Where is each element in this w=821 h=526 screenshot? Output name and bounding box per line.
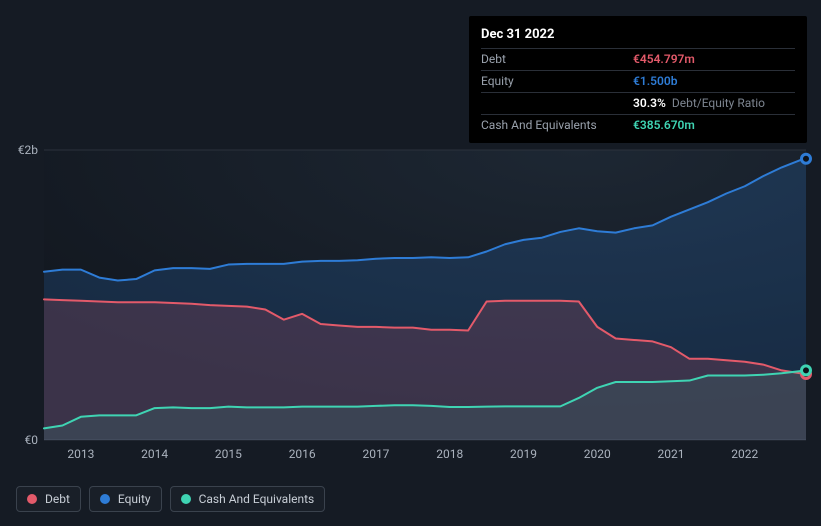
svg-text:2020: 2020	[584, 447, 611, 461]
legend-item[interactable]: Equity	[89, 486, 162, 512]
svg-text:2013: 2013	[67, 447, 94, 461]
legend-label: Equity	[118, 492, 151, 506]
legend-label: Debt	[45, 492, 70, 506]
tooltip-row: 30.3%Debt/Equity Ratio	[481, 92, 795, 114]
svg-text:2017: 2017	[362, 447, 389, 461]
tooltip-row-label	[481, 95, 633, 112]
tooltip-row-value: €454.797m	[633, 51, 695, 68]
chart-container: €0 €2b 2013 2014 2015 2016 2017 2018 2019 2020 202…	[0, 0, 821, 526]
svg-text:2022: 2022	[731, 447, 758, 461]
tooltip-row-value: €1.500b	[633, 73, 677, 90]
legend-dot-icon	[181, 494, 191, 504]
svg-text:2014: 2014	[141, 447, 168, 461]
tooltip-row: Debt€454.797m	[481, 48, 795, 70]
legend-dot-icon	[27, 494, 37, 504]
tooltip-row: Cash And Equivalents€385.670m	[481, 114, 795, 136]
tooltip-row-label: Debt	[481, 51, 633, 68]
tooltip-date: Dec 31 2022	[481, 24, 795, 48]
legend-item[interactable]: Cash And Equivalents	[170, 486, 326, 512]
svg-text:€0: €0	[25, 433, 39, 447]
svg-text:€2b: €2b	[18, 143, 38, 157]
tooltip-row-label: Equity	[481, 73, 633, 90]
svg-text:2018: 2018	[436, 447, 463, 461]
tooltip-row-note: Debt/Equity Ratio	[672, 96, 765, 110]
legend-item[interactable]: Debt	[16, 486, 81, 512]
tooltip-row-value: 30.3%Debt/Equity Ratio	[633, 95, 765, 112]
svg-text:2021: 2021	[658, 447, 685, 461]
tooltip-row-label: Cash And Equivalents	[481, 117, 633, 134]
chart-legend: Debt Equity Cash And Equivalents	[16, 486, 325, 512]
legend-dot-icon	[100, 494, 110, 504]
tooltip-row-value: €385.670m	[633, 117, 695, 134]
hover-tooltip: Dec 31 2022 Debt€454.797mEquity€1.500b30…	[469, 16, 807, 143]
svg-text:2016: 2016	[289, 447, 316, 461]
legend-label: Cash And Equivalents	[199, 492, 315, 506]
svg-text:2015: 2015	[215, 447, 242, 461]
svg-text:2019: 2019	[510, 447, 537, 461]
tooltip-row: Equity€1.500b	[481, 70, 795, 92]
